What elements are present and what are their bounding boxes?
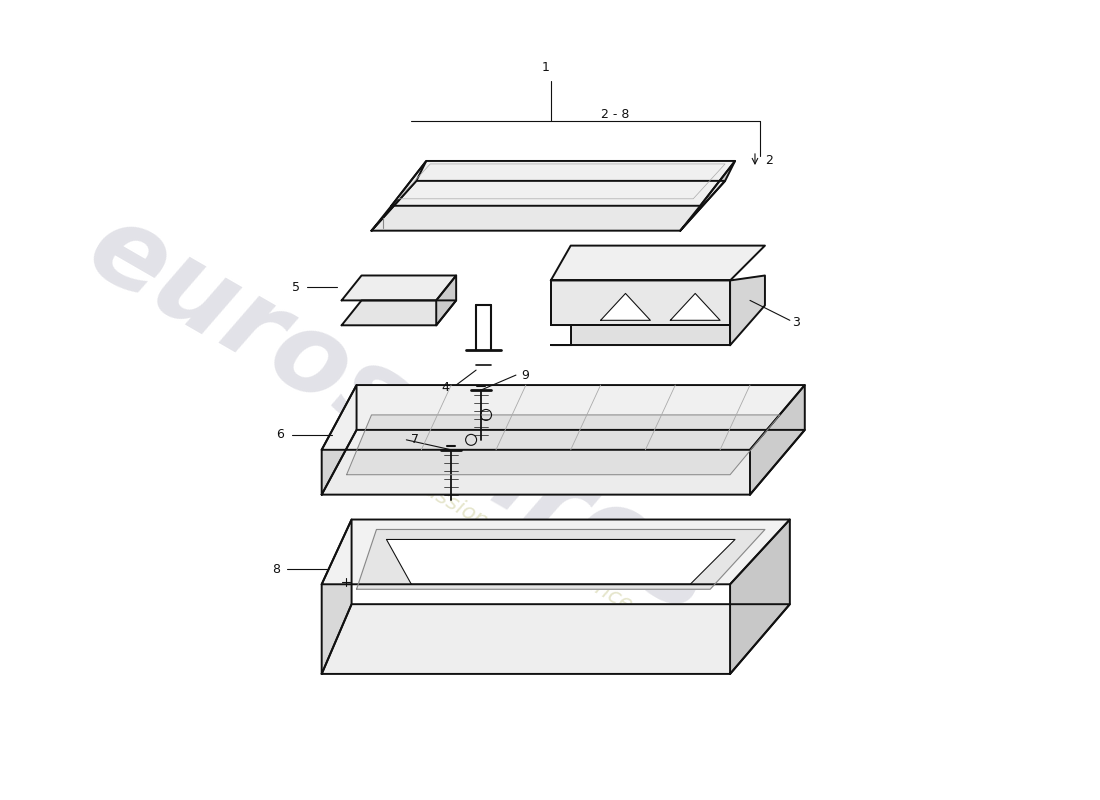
Text: eurospares: eurospares	[70, 193, 733, 637]
Text: 2: 2	[764, 154, 773, 167]
Polygon shape	[346, 415, 780, 474]
Polygon shape	[321, 604, 790, 674]
Polygon shape	[750, 385, 805, 494]
Polygon shape	[392, 161, 735, 206]
Polygon shape	[437, 275, 456, 326]
Polygon shape	[386, 539, 735, 584]
Text: 1: 1	[542, 62, 550, 74]
Polygon shape	[551, 246, 764, 281]
Polygon shape	[551, 326, 730, 346]
Polygon shape	[321, 385, 805, 450]
Polygon shape	[321, 519, 352, 674]
Polygon shape	[321, 385, 356, 494]
Text: 2 - 8: 2 - 8	[601, 108, 629, 121]
Polygon shape	[342, 275, 456, 300]
Polygon shape	[321, 430, 805, 494]
Polygon shape	[321, 519, 790, 584]
Polygon shape	[670, 294, 720, 320]
Text: 9: 9	[521, 369, 529, 382]
Polygon shape	[551, 281, 730, 326]
Text: a passion for parts since 1985: a passion for parts since 1985	[390, 462, 692, 647]
Polygon shape	[601, 294, 650, 320]
Polygon shape	[730, 519, 790, 674]
Text: 8: 8	[272, 563, 279, 576]
Polygon shape	[372, 161, 427, 230]
Text: 7: 7	[411, 434, 419, 446]
Polygon shape	[730, 275, 764, 346]
Polygon shape	[680, 161, 735, 230]
Text: 3: 3	[792, 316, 800, 329]
Polygon shape	[342, 300, 456, 326]
Text: 6: 6	[276, 428, 284, 442]
Text: 4: 4	[441, 381, 449, 394]
Polygon shape	[356, 530, 764, 590]
Polygon shape	[372, 181, 725, 230]
Text: 5: 5	[292, 281, 300, 294]
